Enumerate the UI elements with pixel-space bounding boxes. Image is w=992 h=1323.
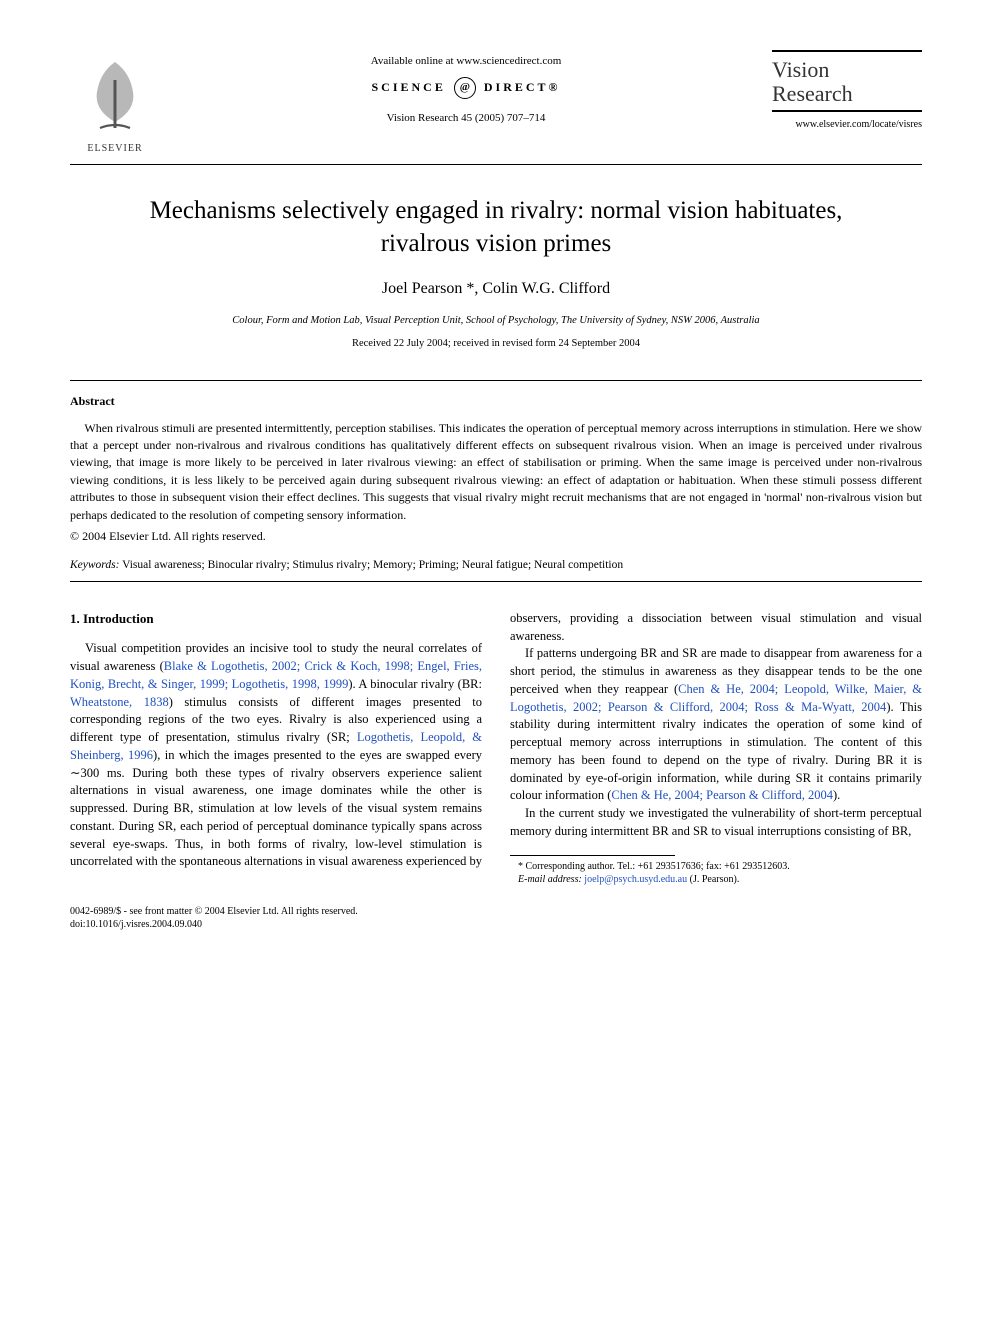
footer-line-1: 0042-6989/$ - see front matter © 2004 El… xyxy=(70,905,922,918)
publisher-logo: ELSEVIER xyxy=(70,50,160,156)
email-tail: (J. Pearson). xyxy=(687,874,739,885)
abstract-text: When rivalrous stimuli are presented int… xyxy=(70,420,922,524)
elsevier-tree-icon xyxy=(70,50,160,140)
journal-block: Vision Research www.elsevier.com/locate/… xyxy=(772,50,922,132)
sd-right: DIRECT® xyxy=(484,80,561,94)
footnote-rule xyxy=(510,855,675,856)
copyright-line: © 2004 Elsevier Ltd. All rights reserved… xyxy=(70,528,922,545)
corresponding-author-footnote: * Corresponding author. Tel.: +61 293517… xyxy=(510,860,922,887)
footer-doi: doi:10.1016/j.visres.2004.09.040 xyxy=(70,918,922,931)
journal-name-l1: Vision xyxy=(772,58,922,82)
sd-at-icon: @ xyxy=(454,77,476,99)
authors-line: Joel Pearson *, Colin W.G. Clifford xyxy=(70,278,922,300)
publisher-label: ELSEVIER xyxy=(87,142,142,156)
journal-url: www.elsevier.com/locate/visres xyxy=(772,118,922,132)
citation-line: Vision Research 45 (2005) 707–714 xyxy=(160,111,772,126)
section-heading: 1. Introduction xyxy=(70,610,482,628)
citation-ref[interactable]: Chen & He, 2004; Pearson & Clifford, 200… xyxy=(611,788,833,802)
keywords-text: Visual awareness; Binocular rivalry; Sti… xyxy=(119,559,623,571)
body-columns: 1. Introduction Visual competition provi… xyxy=(70,610,922,887)
citation-ref[interactable]: Wheatstone, 1838 xyxy=(70,695,169,709)
email-link[interactable]: joelp@psych.usyd.edu.au xyxy=(584,874,687,885)
footer-block: 0042-6989/$ - see front matter © 2004 El… xyxy=(70,905,922,931)
footnote-corr: * Corresponding author. Tel.: +61 293517… xyxy=(510,860,922,874)
body-para-3: In the current study we investigated the… xyxy=(510,805,922,841)
journal-name-l2: Research xyxy=(772,82,922,106)
abstract-top-rule xyxy=(70,380,922,381)
abstract-bottom-rule xyxy=(70,581,922,582)
email-label: E-mail address: xyxy=(518,874,582,885)
affiliation-line: Colour, Form and Motion Lab, Visual Perc… xyxy=(70,314,922,329)
footnote-email-line: E-mail address: joelp@psych.usyd.edu.au … xyxy=(510,873,922,887)
keywords-line: Keywords: Visual awareness; Binocular ri… xyxy=(70,557,922,573)
keywords-label: Keywords: xyxy=(70,559,119,571)
article-title: Mechanisms selectively engaged in rivalr… xyxy=(110,195,882,260)
header-rule xyxy=(70,164,922,165)
abstract-heading: Abstract xyxy=(70,393,922,410)
body-para-2: If patterns undergoing BR and SR are mad… xyxy=(510,645,922,805)
available-online-line: Available online at www.sciencedirect.co… xyxy=(160,54,772,69)
sd-left: SCIENCE xyxy=(372,80,446,94)
dates-line: Received 22 July 2004; received in revis… xyxy=(70,337,922,352)
page-header: ELSEVIER Available online at www.science… xyxy=(70,50,922,156)
sciencedirect-logo: SCIENCE @ DIRECT® xyxy=(160,77,772,99)
header-center: Available online at www.sciencedirect.co… xyxy=(160,50,772,127)
